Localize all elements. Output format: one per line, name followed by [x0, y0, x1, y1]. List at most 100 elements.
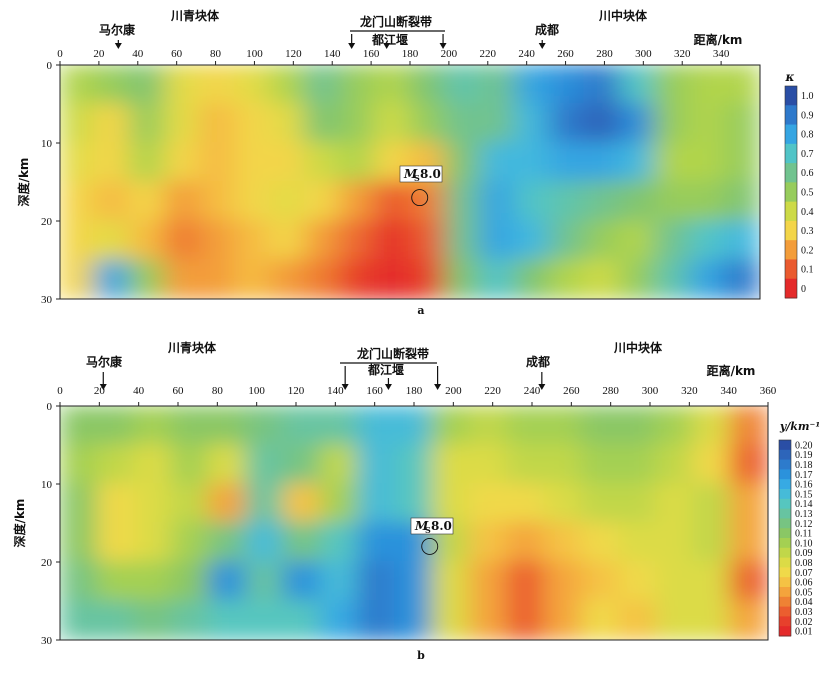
panel-a-y-tick-label: 30 [41, 294, 53, 306]
panel-b-fault-left-arrow-head [341, 384, 349, 390]
panel-b-earthquake-label: M S 8.0 [410, 517, 454, 535]
panel-b-x-tick-label: 200 [445, 385, 462, 397]
panel-a-heat-cell [164, 65, 201, 105]
panel-a-heat-cell [584, 142, 621, 183]
panel-b-heat-cell [357, 483, 397, 524]
panel-b-heat-cell [96, 561, 136, 602]
panel-b-heat-cell [692, 522, 732, 563]
panel-b-heat-cell [580, 406, 620, 446]
panel-a-heat-cell [479, 181, 516, 222]
panel-b-colorbar-swatch [779, 616, 791, 627]
panel-b-heat-cell [506, 561, 546, 602]
panel-b-heat-cell [617, 600, 658, 640]
panel-a-heat-cell [60, 65, 96, 105]
panel-a-fault-zone: 龙门山断裂带 [360, 14, 432, 29]
panel-a-heat-cell [234, 220, 271, 261]
panel-a-heat-cell [584, 65, 621, 105]
panel-a-colorbar-tick: 1.0 [801, 91, 814, 102]
panel-b-heat-cell [133, 522, 173, 563]
panel-a-x-tick-label: 0 [57, 48, 63, 60]
panel-b-heat-cell [208, 600, 248, 640]
panel-a-heat-cell [60, 259, 96, 299]
panel-b-heat-cell [468, 600, 509, 640]
panel-a-heat-cell [479, 220, 516, 261]
panel-b-heat-cell [245, 600, 285, 640]
panel-b-colorbar-tick: 0.04 [795, 597, 813, 608]
panel-b-heat-cell [394, 444, 434, 485]
panel-b-heat-cell [60, 406, 99, 446]
panel-a-heat-cell [689, 259, 726, 299]
panel-a-heat-cell [479, 65, 516, 105]
panel-a-x-tick-label: 180 [402, 48, 419, 60]
panel-b-heat-cell [431, 600, 471, 640]
panel-a-y-tick-label: 20 [41, 216, 53, 228]
panel-b-quake-value: 8.0 [431, 519, 452, 533]
panel-b-heat-cell [133, 483, 173, 524]
panel-a-colorbar-title: κ [785, 70, 795, 84]
panel-a-x-tick-label: 40 [132, 48, 144, 60]
panel-a-quake-value: 8.0 [420, 167, 441, 181]
panel-a-colorbar-tick: 0.5 [801, 188, 814, 199]
panel-a-heat-cell [654, 65, 691, 105]
panel-a-x-tick-label: 240 [518, 48, 535, 60]
panel-a-heat-cell [444, 103, 481, 144]
panel-b-heat-cell [506, 444, 546, 485]
panel-b-heat-cell [617, 561, 658, 602]
panel-a-x-tick-label: 140 [324, 48, 341, 60]
panel-b-heat-cell [208, 444, 248, 485]
panel-b-heat-cell [282, 444, 322, 485]
panel-a-quake-sub: S [414, 173, 420, 183]
panel-a-y-tick-label: 0 [47, 60, 53, 72]
panel-a-heat-cell [199, 142, 236, 183]
panel-b-heat-cell [319, 444, 360, 485]
panel-a-chengdu-arrow-head [538, 43, 546, 49]
panel-b-heat-cell [431, 483, 471, 524]
panel-b-heat-cell [543, 406, 583, 446]
panel-a-heat-cell [339, 259, 376, 299]
panel-a-heat-cell [269, 259, 306, 299]
panel-a-x-tick-label: 200 [441, 48, 458, 60]
panel-a-heat-cell [444, 142, 481, 183]
panel-b-colorbar-swatch [779, 469, 791, 480]
panel-b-colorbar-tick: 0.06 [795, 578, 813, 589]
panel-b-heat-cell [431, 444, 471, 485]
panel-b-heat-cell [506, 600, 546, 640]
panel-b-heat-cell [60, 483, 99, 524]
panel-a-heat-cell [724, 142, 760, 183]
panel-a-colorbar-tick: 0.2 [801, 245, 814, 256]
panel-b-colorbar-tick: 0.15 [795, 489, 813, 500]
panel-a-heat-cell [514, 103, 551, 144]
panel-a-colorbar-tick: 0 [801, 284, 806, 295]
panel-b-heat-cell [394, 406, 434, 446]
panel-b-colorbar-tick: 0.07 [795, 568, 813, 579]
panel-a-heat-cell [339, 181, 376, 222]
panel-a-heat-cell [619, 65, 656, 105]
panel-b-x-tick-label: 220 [484, 385, 501, 397]
panel-b-heat-cell [96, 600, 136, 640]
panel-a-heat-cell [269, 65, 306, 105]
panel-a-colorbar-swatch [785, 220, 797, 241]
panel-b-colorbar-swatch [779, 577, 791, 588]
panel-b-heat-cell [357, 522, 397, 563]
panel-a-heat-cell [549, 181, 586, 222]
panel-a-heat-cell [60, 142, 96, 183]
panel-b-colorbar-swatch [779, 626, 791, 637]
panel-b-axes: 0 20 40 60 80 100 120 140 160 180 200 220 240 260 280 3… [41, 385, 777, 647]
panel-b-fault-right-arrow-head [434, 384, 442, 390]
panel-a-heat-cell [234, 142, 271, 183]
panel-b-colorbar-swatch [779, 547, 791, 559]
panel-a-heat-cell [129, 103, 166, 144]
panel-a-heat-cell [689, 181, 726, 222]
panel-b-colorbar-tick: 0.16 [795, 480, 813, 491]
panel-a: 0 20 40 60 80 100 120 140 160 180 200 220 240 260 280 3… [16, 8, 814, 317]
panel-b-heat-cell [692, 600, 732, 640]
panel-b-x-tick-label: 40 [133, 385, 145, 397]
panel-b-x-tick-label: 300 [642, 385, 659, 397]
panel-a-colorbar-frame [784, 85, 798, 299]
panel-a-heat-cell [234, 65, 271, 105]
panel-b-heat-cell [319, 522, 360, 563]
panel-b-heat-cell [580, 483, 620, 524]
panel-b-heat-cell [319, 561, 360, 602]
panel-a-markers [114, 34, 546, 207]
panel-a-heatmap [60, 65, 760, 299]
